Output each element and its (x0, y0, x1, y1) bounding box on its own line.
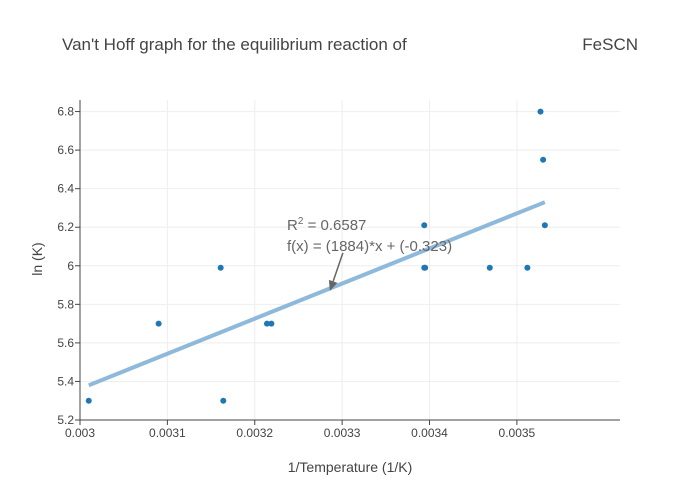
r2-superscript: 2 (298, 216, 304, 227)
y-tick-label: 5.4 (57, 374, 74, 388)
equation-annotation: f(x) = (1884)*x + (-0.323) (287, 238, 452, 255)
y-tick-label: 6 (67, 259, 74, 273)
data-point (541, 222, 548, 229)
x-tick-label: 0.0034 (411, 426, 448, 440)
data-point (421, 222, 428, 229)
chart-title-right: FeSCN (582, 35, 638, 54)
x-tick-label: 0.0032 (236, 426, 273, 440)
data-point (85, 397, 92, 404)
annotation-arrow-head (328, 279, 338, 291)
r2-value: = 0.6587 (303, 217, 366, 234)
y-tick-label: 5.6 (57, 336, 74, 350)
points-layer (85, 108, 548, 404)
data-point (155, 320, 162, 327)
data-point (486, 264, 493, 271)
data-point (422, 264, 429, 271)
y-tick-label: 6.6 (57, 143, 74, 157)
r2-label: R (287, 217, 298, 234)
y-tick-label: 5.2 (57, 413, 74, 427)
data-point (540, 156, 547, 163)
x-tick-label: 0.0033 (324, 426, 361, 440)
axis-layer: 0.003 0.0031 0.0032 0.0033 0.0034 0.0035 5.2 5.… (57, 100, 620, 440)
y-tick-label: 6.2 (57, 220, 74, 234)
grid-layer (79, 100, 620, 421)
y-tick-label: 6.8 (57, 105, 74, 119)
y-axis-title: ln (K) (29, 242, 45, 275)
data-point (537, 108, 544, 115)
data-point (220, 397, 227, 404)
data-point (524, 264, 531, 271)
data-point (263, 320, 270, 327)
x-tick-label: 0.0035 (499, 426, 536, 440)
y-tick-label: 5.8 (57, 297, 74, 311)
x-tick-label: 0.003 (65, 426, 95, 440)
r2-annotation: R2 = 0.6587 (287, 216, 366, 234)
annotation-arrow-shaft (332, 252, 344, 282)
x-tick-label: 0.0031 (149, 426, 186, 440)
chart-title-left: Van't Hoff graph for the equilibrium rea… (62, 35, 407, 54)
y-tick-label: 6.4 (57, 182, 74, 196)
data-point (268, 320, 275, 327)
fit-layer (87, 200, 546, 388)
data-point (217, 264, 224, 271)
x-axis-title: 1/Temperature (1/K) (288, 459, 413, 475)
annotation-layer: R2 = 0.6587 f(x) = (1884)*x + (-0.323) (287, 216, 452, 291)
fit-line (87, 200, 546, 388)
